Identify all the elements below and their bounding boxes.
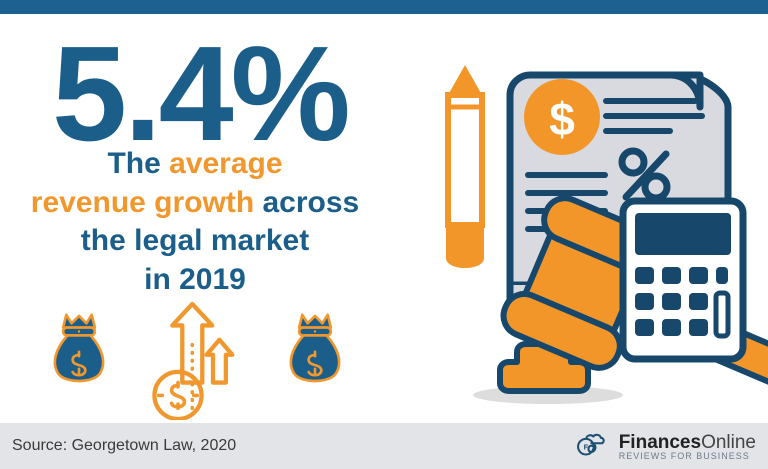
svg-text:$: $ [549, 93, 575, 145]
svg-text:F: F [583, 442, 588, 451]
